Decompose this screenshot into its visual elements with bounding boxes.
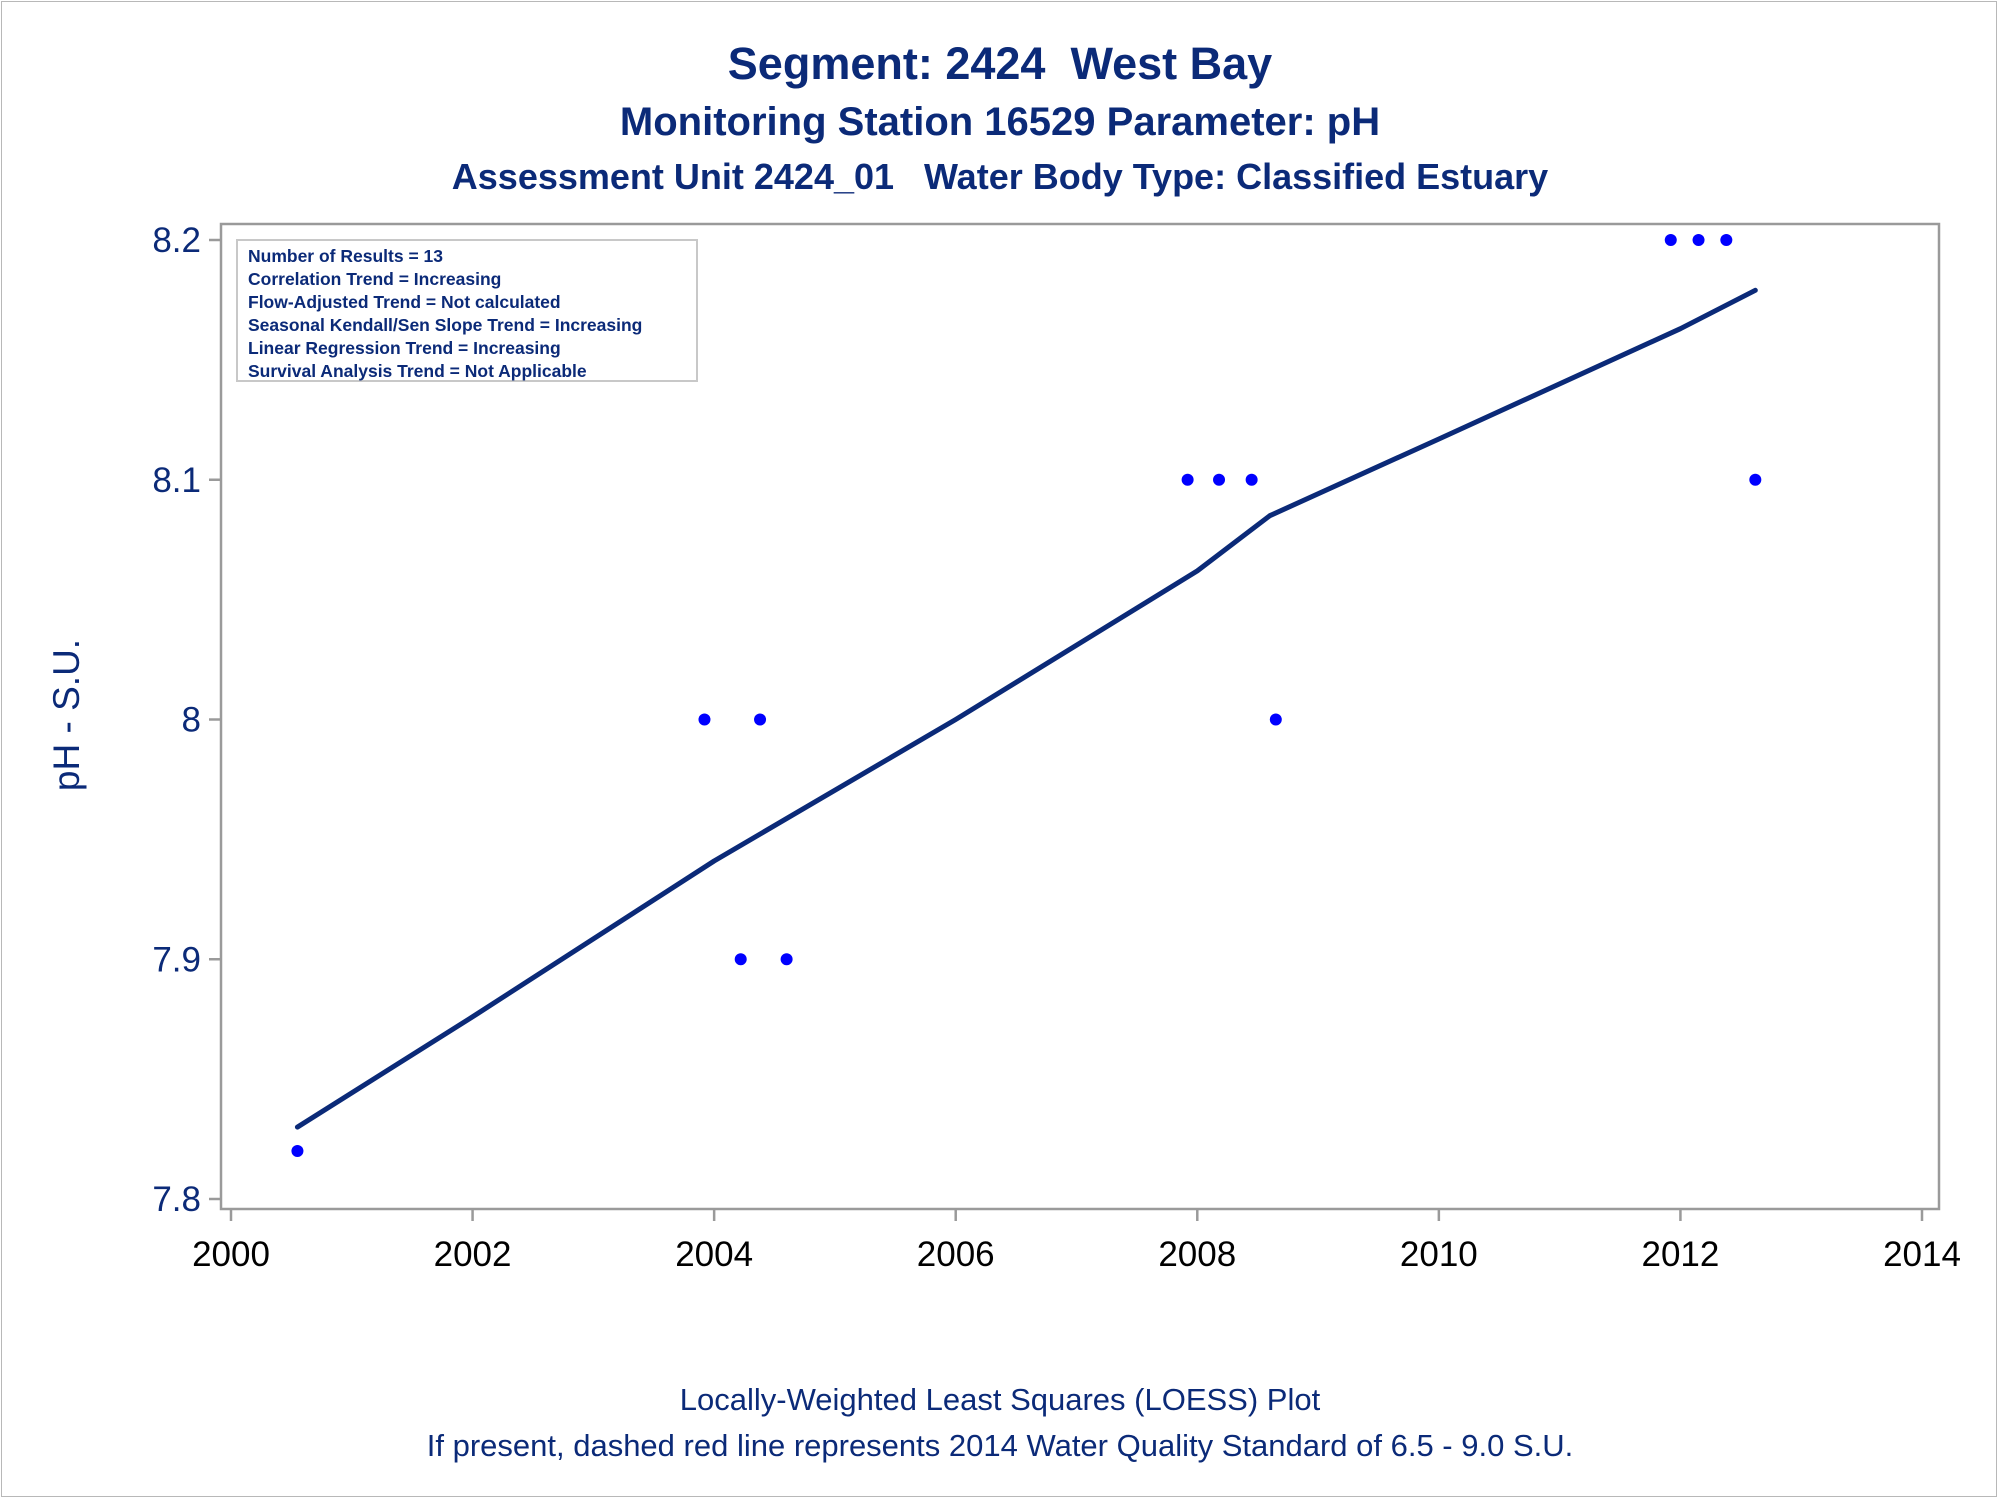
- x-tick-label: 2006: [917, 1235, 995, 1274]
- y-tick-label: 8.1: [152, 461, 201, 500]
- stats-line-flow-adjusted: Flow-Adjusted Trend = Not calculated: [248, 292, 561, 312]
- data-point: [754, 713, 767, 726]
- data-point: [1749, 473, 1762, 486]
- x-tick-label: 2000: [192, 1235, 270, 1274]
- data-point: [1245, 473, 1258, 486]
- data-point: [1720, 234, 1733, 246]
- data-point: [1213, 473, 1226, 486]
- footnote-1: Locally-Weighted Least Squares (LOESS) P…: [679, 1382, 1321, 1417]
- chart-subtitle: Monitoring Station 16529 Parameter: pH: [619, 100, 1381, 144]
- stats-line-results: Number of Results = 13: [248, 246, 443, 266]
- y-axis-label-box: pH - S.U.: [37, 540, 97, 890]
- x-tick-label: 2002: [434, 1235, 512, 1274]
- y-tick-label: 7.9: [152, 940, 201, 979]
- data-point: [698, 713, 711, 726]
- x-tick-label: 2010: [1400, 1235, 1478, 1274]
- loess-line: [294, 287, 1758, 1130]
- stats-box: Number of Results = 13 Correlation Trend…: [236, 239, 698, 382]
- data-point: [1692, 234, 1705, 246]
- x-tick-label: 2004: [675, 1235, 753, 1274]
- data-point: [291, 1145, 304, 1158]
- x-tick-label: 2014: [1883, 1235, 1961, 1274]
- stats-line-survival: Survival Analysis Trend = Not Applicable: [248, 361, 587, 381]
- chart-title: Segment: 2424 West Bay: [727, 38, 1273, 89]
- loess-layer: [294, 287, 1758, 1130]
- y-tick-label: 7.8: [152, 1180, 201, 1219]
- data-point: [734, 953, 747, 966]
- stats-line-correlation: Correlation Trend = Increasing: [248, 269, 502, 289]
- plot-border: [219, 222, 1941, 1211]
- x-tick-label: 2012: [1641, 1235, 1719, 1274]
- footnote-2: If present, dashed red line represents 2…: [426, 1428, 1574, 1463]
- x-tick-label: 2008: [1158, 1235, 1236, 1274]
- points-layer: [291, 234, 1762, 1158]
- data-point: [1269, 713, 1282, 726]
- x-axis: 2000 2002 2004 2006 2008 2010 2012 2014: [192, 1209, 1961, 1274]
- y-axis: 7.8 7.9 8 8.1 8.2: [152, 221, 221, 1219]
- data-point: [780, 953, 793, 966]
- chart-subtitle-2: Assessment Unit 2424_01 Water Body Type:…: [451, 156, 1549, 197]
- stats-line-seasonal-kendall: Seasonal Kendall/Sen Slope Trend = Incre…: [248, 315, 643, 335]
- data-point: [1181, 473, 1194, 486]
- y-tick-label: 8.2: [152, 221, 201, 260]
- y-tick-label: 8: [182, 701, 201, 740]
- y-axis-label: pH - S.U.: [46, 638, 87, 792]
- stats-line-linear-regression: Linear Regression Trend = Increasing: [248, 338, 561, 358]
- data-point: [1664, 234, 1677, 246]
